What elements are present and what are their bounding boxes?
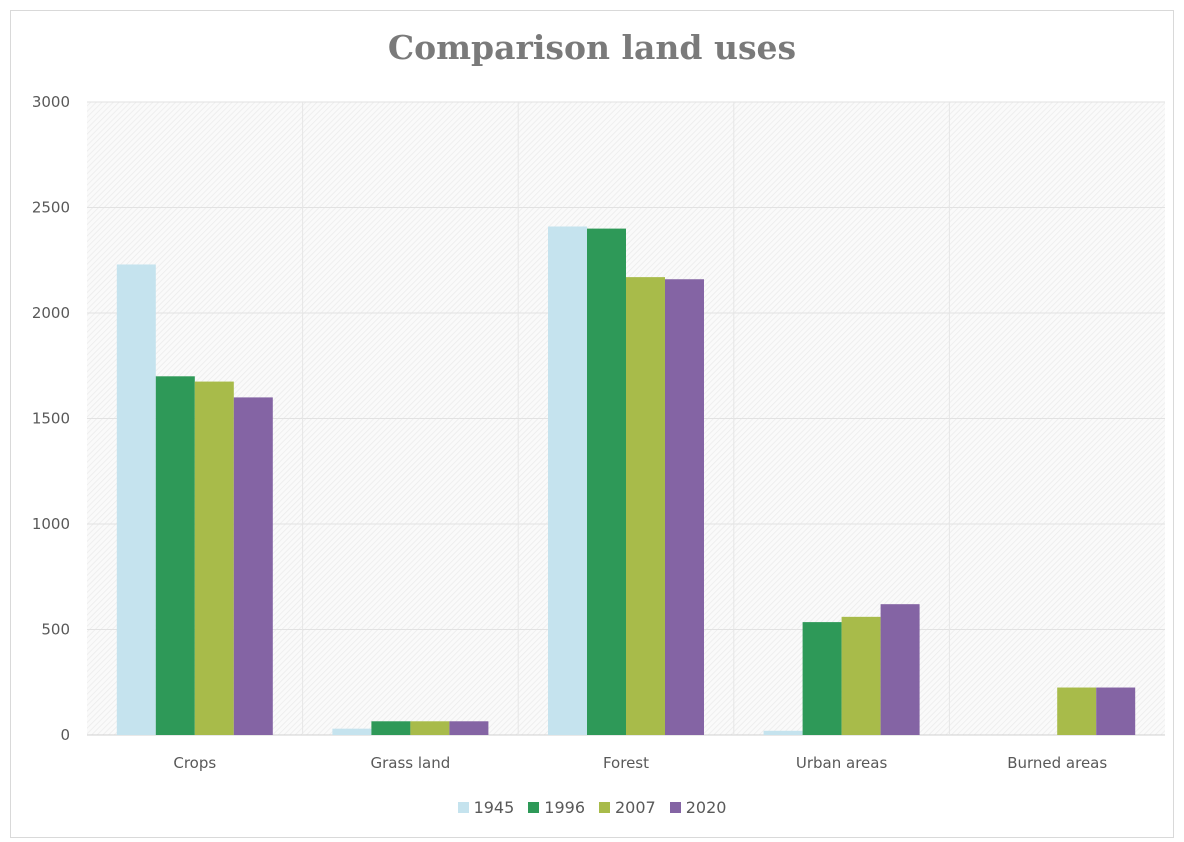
- bar: [587, 228, 626, 735]
- bar: [332, 728, 372, 735]
- y-tick-label: 2500: [32, 199, 70, 217]
- bar: [155, 376, 195, 735]
- y-tick-label: 2000: [32, 304, 70, 322]
- x-category-label: Urban areas: [796, 754, 888, 772]
- bar: [1057, 687, 1097, 735]
- legend-swatch: [457, 802, 469, 813]
- bar: [449, 721, 489, 735]
- legend-swatch: [669, 802, 681, 813]
- y-tick-label: 500: [41, 621, 70, 639]
- x-category-label: Burned areas: [1007, 754, 1107, 772]
- bar: [233, 397, 273, 735]
- bar: [802, 622, 842, 735]
- y-tick-label: 0: [60, 726, 70, 744]
- legend-item: 1996: [528, 798, 585, 817]
- bar: [116, 264, 156, 735]
- bar: [880, 604, 920, 735]
- bar: [371, 721, 411, 735]
- legend-label: 2020: [685, 798, 727, 817]
- bar: [548, 226, 587, 736]
- y-tick-label: 1500: [32, 410, 70, 428]
- legend-item: 1945: [457, 798, 515, 817]
- bar: [194, 381, 234, 735]
- legend-item: 2007: [599, 798, 656, 817]
- bar: [410, 721, 450, 735]
- bar: [626, 277, 665, 735]
- y-tick-label: 1000: [32, 515, 70, 533]
- legend-label: 1996: [544, 798, 585, 817]
- legend: 1945 1996 2007 2020: [0, 798, 1184, 817]
- x-category-label: Grass land: [371, 754, 451, 772]
- legend-label: 1945: [473, 798, 515, 817]
- bar: [841, 616, 881, 735]
- bar: [665, 279, 704, 735]
- x-category-label: Crops: [173, 754, 216, 772]
- legend-swatch: [599, 802, 610, 813]
- chart-title: Comparison land uses: [387, 28, 797, 67]
- legend-label: 2007: [615, 798, 656, 817]
- bar: [1096, 687, 1136, 735]
- legend-swatch: [528, 802, 540, 813]
- legend-item: 2020: [669, 798, 727, 817]
- y-tick-label: 3000: [32, 93, 70, 111]
- bar: [763, 730, 803, 735]
- x-category-label: Forest: [603, 754, 649, 772]
